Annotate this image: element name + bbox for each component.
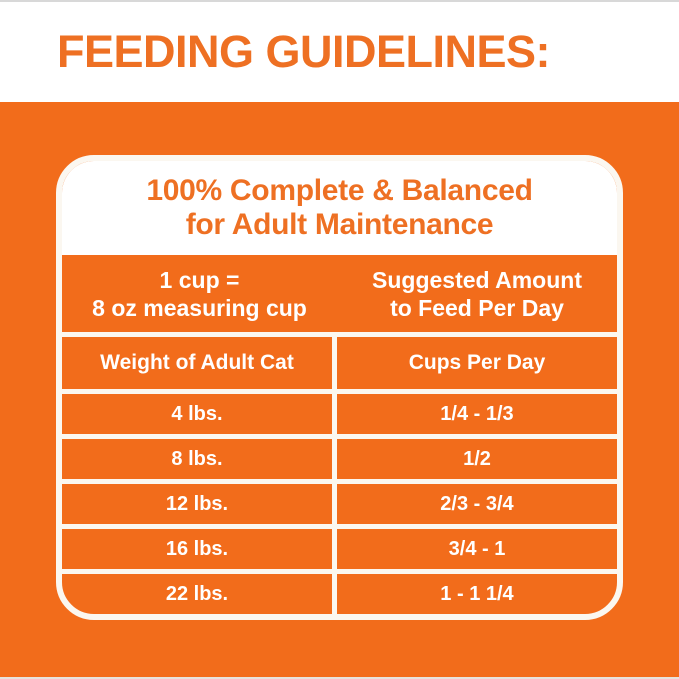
card-title: 100% Complete & Balanced for Adult Maint… <box>62 161 617 255</box>
row-divider <box>62 479 617 484</box>
measuring-cup-note-line2: 8 oz measuring cup <box>92 294 307 321</box>
row-divider <box>62 524 617 529</box>
suggested-amount-note-line2: to Feed Per Day <box>390 294 564 321</box>
measuring-cup-note-line1: 1 cup = <box>159 266 240 293</box>
measuring-cup-note: 1 cup = 8 oz measuring cup <box>62 255 337 332</box>
card-title-line2: for Adult Maintenance <box>185 208 494 241</box>
row-divider <box>62 434 617 439</box>
cups-cell: 3/4 - 1 <box>448 537 506 560</box>
cups-cell: 1/2 <box>463 447 491 470</box>
cups-column-header: Cups Per Day <box>408 351 546 374</box>
table-row: 22 lbs. 1 - 1 1/4 <box>62 574 617 614</box>
weight-cell: 22 lbs. <box>62 574 337 614</box>
table-row: 8 lbs. 1/2 <box>62 439 617 479</box>
weight-column-header: Weight of Adult Cat <box>62 337 337 389</box>
page-bottom-edge <box>0 677 679 679</box>
table-header-row: 1 cup = 8 oz measuring cup Suggested Amo… <box>62 255 617 332</box>
cups-cell: 1 - 1 1/4 <box>440 583 514 605</box>
table-row: 12 lbs. 2/3 - 3/4 <box>62 484 617 524</box>
row-divider <box>62 389 617 394</box>
table-row: 4 lbs. 1/4 - 1/3 <box>62 394 617 434</box>
top-header-band: FEEDING GUIDELINES: <box>0 0 679 102</box>
weight-cell: 4 lbs. <box>62 394 337 434</box>
weight-cell: 12 lbs. <box>62 484 337 524</box>
weight-cell: 8 lbs. <box>62 439 337 479</box>
feeding-table: 1 cup = 8 oz measuring cup Suggested Amo… <box>62 255 617 614</box>
weight-cell: 16 lbs. <box>62 529 337 569</box>
cups-cell: 1/4 - 1/3 <box>440 402 514 425</box>
row-divider <box>62 569 617 574</box>
suggested-amount-note-line1: Suggested Amount <box>372 266 582 293</box>
cups-cell: 2/3 - 3/4 <box>440 492 514 515</box>
guidelines-card: 100% Complete & Balanced for Adult Maint… <box>56 155 623 620</box>
card-title-line1: 100% Complete & Balanced <box>146 174 533 207</box>
column-header-row: Weight of Adult Cat Cups Per Day <box>62 337 617 389</box>
row-divider <box>62 332 617 337</box>
suggested-amount-note: Suggested Amount to Feed Per Day <box>337 255 617 332</box>
page-title: FEEDING GUIDELINES: <box>57 26 551 77</box>
table-row: 16 lbs. 3/4 - 1 <box>62 529 617 569</box>
